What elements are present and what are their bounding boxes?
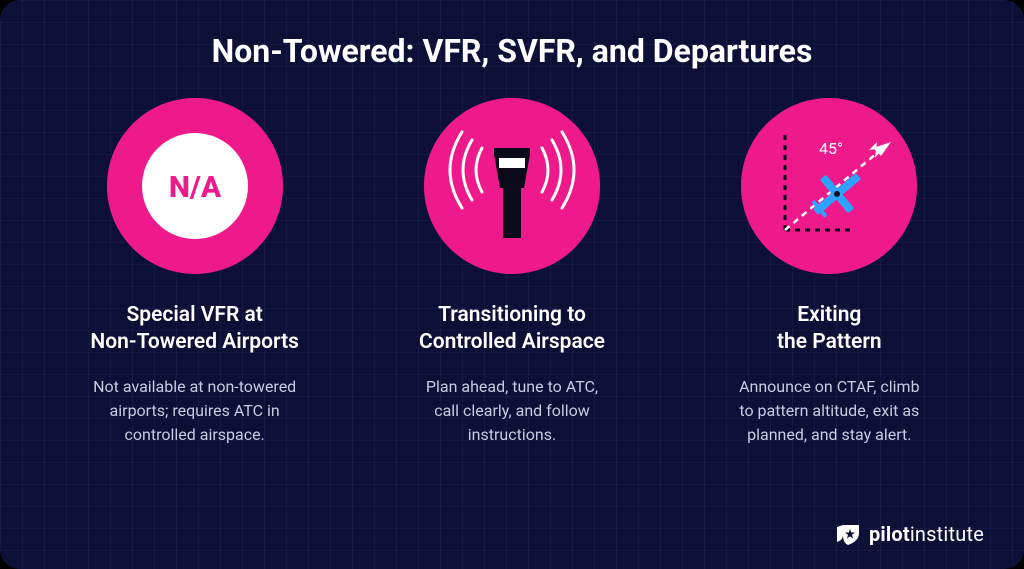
column-body: Plan ahead, tune to ATC, call clearly, a… (426, 375, 598, 447)
column-body: Not available at non-towered airports; r… (93, 375, 296, 447)
na-icon: N/A (107, 98, 283, 274)
shield-icon (835, 521, 861, 547)
column-transition: Transitioning to Controlled Airspace Pla… (365, 98, 658, 541)
column-body: Announce on CTAF, climb to pattern altit… (739, 375, 920, 447)
page-title: Non-Towered: VFR, SVFR, and Departures (48, 32, 976, 70)
brand-name: pilotinstitute (869, 522, 984, 546)
column-subtitle: Transitioning to Controlled Airspace (419, 302, 605, 357)
brand-logo: pilotinstitute (835, 521, 984, 547)
tower-icon (424, 98, 600, 274)
column-subtitle: Exiting the Pattern (777, 302, 882, 357)
columns-container: N/A Special VFR at Non-Towered Airports … (48, 98, 976, 541)
column-exit: 45° Exiting the Pattern Announce on CTAF… (683, 98, 976, 541)
column-subtitle: Special VFR at Non-Towered Airports (90, 302, 299, 357)
exit-pattern-icon: 45° (741, 98, 917, 274)
column-svfr: N/A Special VFR at Non-Towered Airports … (48, 98, 341, 541)
na-text: N/A (169, 170, 222, 205)
angle-label: 45° (819, 139, 843, 158)
infographic-card: Non-Towered: VFR, SVFR, and Departures N… (0, 0, 1024, 569)
